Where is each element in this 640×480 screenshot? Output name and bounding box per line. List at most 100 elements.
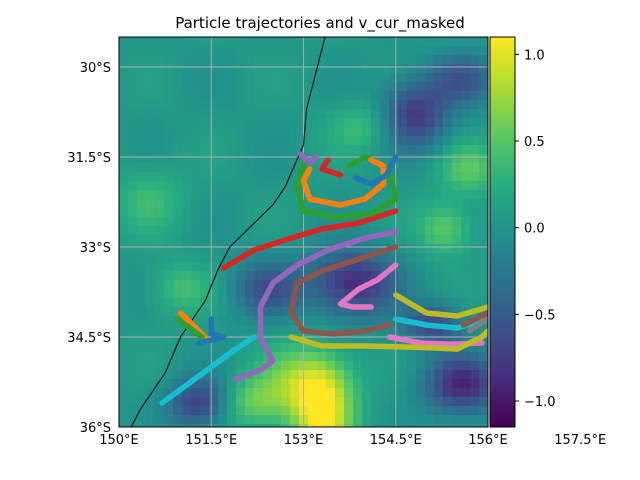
field-cell: [425, 136, 435, 146]
field-cell: [380, 217, 390, 227]
field-cell: [245, 73, 255, 83]
field-cell: [119, 127, 129, 137]
trajectory-purple: [297, 151, 319, 166]
field-cell: [317, 100, 327, 110]
field-cell: [362, 352, 372, 362]
field-cell: [380, 118, 390, 128]
field-cell: [371, 109, 381, 119]
field-cell: [461, 100, 471, 110]
field-cell: [326, 307, 336, 317]
field-cell: [173, 91, 183, 101]
field-cell: [173, 136, 183, 146]
field-cell: [218, 181, 228, 191]
field-cell: [344, 397, 354, 407]
field-cell: [290, 253, 300, 263]
field-cell: [335, 46, 345, 56]
field-cell: [218, 370, 228, 380]
field-cell: [227, 118, 237, 128]
field-cell: [371, 415, 381, 425]
field-cell: [443, 208, 453, 218]
field-cell: [380, 226, 390, 236]
field-cell: [308, 415, 318, 425]
field-cell: [281, 64, 291, 74]
field-cell: [200, 343, 210, 353]
y-tick-label: 36°S: [80, 421, 111, 436]
field-cell: [281, 199, 291, 209]
field-cell: [263, 199, 273, 209]
field-cell: [146, 163, 156, 173]
field-cell: [218, 325, 228, 335]
field-cell: [425, 244, 435, 254]
trajectory-pink: [337, 262, 399, 310]
field-cell: [200, 91, 210, 101]
field-cell: [155, 262, 165, 272]
field-cell: [182, 334, 192, 344]
field-cell: [344, 73, 354, 83]
field-cell: [290, 73, 300, 83]
field-cell: [398, 289, 408, 299]
field-cell: [290, 307, 300, 317]
field-cell: [461, 298, 471, 308]
field-cell: [137, 307, 147, 317]
particle-trajectories: [159, 151, 488, 406]
field-cell: [416, 118, 426, 128]
field-cell: [191, 397, 201, 407]
field-cell: [209, 226, 219, 236]
field-cell: [416, 262, 426, 272]
field-cell: [209, 406, 219, 416]
field-cell: [182, 424, 192, 427]
field-cell: [380, 262, 390, 272]
field-cell: [371, 64, 381, 74]
field-cell: [137, 127, 147, 137]
field-cell: [308, 289, 318, 299]
field-cell: [209, 217, 219, 227]
field-cell: [470, 172, 480, 182]
field-cell: [155, 235, 165, 245]
field-cell: [452, 289, 462, 299]
field-cell: [479, 415, 488, 425]
field-cell: [389, 145, 399, 155]
field-cell: [155, 172, 165, 182]
field-cell: [290, 127, 300, 137]
field-cell: [245, 307, 255, 317]
field-cell: [317, 109, 327, 119]
field-cell: [344, 388, 354, 398]
field-cell: [425, 253, 435, 263]
field-cell: [191, 145, 201, 155]
field-cell: [479, 271, 488, 281]
field-cell: [128, 208, 138, 218]
field-cell: [317, 271, 327, 281]
field-cell: [479, 370, 488, 380]
field-cell: [443, 379, 453, 389]
field-cell: [218, 397, 228, 407]
field-cell: [470, 37, 480, 47]
field-cell: [362, 55, 372, 65]
field-cell: [434, 163, 444, 173]
field-cell: [263, 73, 273, 83]
field-cell: [443, 127, 453, 137]
field-cell: [218, 82, 228, 92]
field-cell: [389, 55, 399, 65]
field-cell: [155, 154, 165, 164]
field-cell: [200, 82, 210, 92]
field-cell: [155, 91, 165, 101]
field-cell: [326, 235, 336, 245]
trajectory-cyan: [159, 334, 258, 406]
field-cell: [425, 289, 435, 299]
field-cell: [155, 208, 165, 218]
field-cell: [191, 73, 201, 83]
field-cell: [119, 280, 129, 290]
field-cell: [236, 334, 246, 344]
field-cell: [218, 343, 228, 353]
field-cell: [236, 136, 246, 146]
field-cell: [164, 397, 174, 407]
field-cell: [389, 163, 399, 173]
field-cell: [443, 154, 453, 164]
field-cell: [119, 316, 129, 326]
field-cell: [290, 46, 300, 56]
field-cell: [470, 226, 480, 236]
field-cell: [380, 190, 390, 200]
field-cell: [308, 64, 318, 74]
field-cell: [416, 163, 426, 173]
field-cell: [245, 280, 255, 290]
